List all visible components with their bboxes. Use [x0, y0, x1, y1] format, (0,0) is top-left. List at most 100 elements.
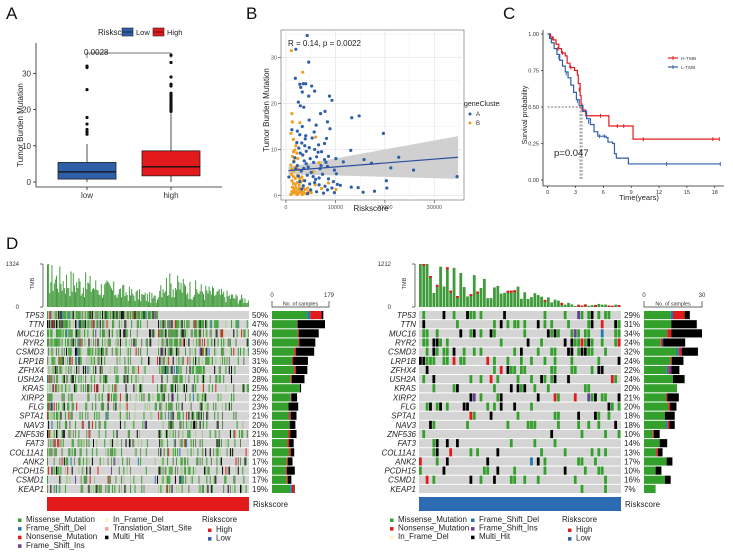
tmb-bar: [96, 289, 98, 307]
tmb-bar: [536, 295, 540, 307]
mutation-cell: [179, 375, 181, 384]
tmb-bar: [49, 293, 51, 307]
legend-swatch: [18, 527, 22, 531]
mutation-cell: [530, 420, 533, 429]
mutation-cell: [241, 329, 243, 338]
mutation-cell: [493, 365, 496, 375]
mutation-cell: [195, 384, 197, 393]
mutation-cell: [160, 365, 162, 375]
mutation-cell: [186, 439, 188, 448]
mutation-cell: [48, 411, 50, 420]
sample-count-bar-segment: [272, 402, 289, 411]
mutation-cell: [66, 384, 68, 393]
mutation-cell: [63, 393, 65, 402]
mutation-cell: [86, 448, 88, 457]
tmb-bar: [247, 300, 249, 307]
mutation-cell: [136, 311, 138, 320]
sample-count-bar-segment: [321, 311, 324, 320]
mutation-cell: [191, 329, 193, 338]
mutation-cell: [66, 420, 68, 429]
mutation-cell: [604, 484, 607, 493]
mutation-cell: [231, 375, 233, 384]
mutation-cell: [113, 311, 115, 320]
mutation-cell: [121, 320, 123, 329]
mutation-cell: [587, 320, 591, 329]
mutation-cell: [161, 393, 163, 402]
mutation-cell: [246, 429, 248, 439]
y-axis-label: Survival probability: [522, 85, 529, 144]
mutation-cell: [176, 356, 178, 365]
mutation-cell: [156, 393, 158, 402]
tmb-bar: [132, 293, 134, 307]
mutation-cell: [49, 402, 51, 411]
mutation-cell: [125, 402, 127, 411]
mutation-cell: [143, 484, 145, 493]
mutation-cell: [169, 338, 171, 347]
mutation-cell: [587, 384, 591, 393]
mutation-cell: [80, 448, 82, 457]
mutation-cell: [76, 347, 78, 356]
mutation-cell: [506, 365, 510, 375]
mutation-cell: [435, 402, 439, 411]
mutation-cell: [48, 329, 50, 338]
mutation-cell: [58, 439, 60, 448]
mutation-cell: [60, 365, 62, 375]
mutation-cell: [77, 439, 79, 448]
mutation-cell: [103, 320, 105, 329]
mutation-cell: [536, 393, 540, 402]
mutation-cell: [577, 347, 580, 356]
mutation-cell: [86, 457, 88, 466]
x-tick-label: high: [163, 191, 178, 200]
gene-row-background: [47, 384, 249, 393]
mutation-cell: [69, 384, 71, 393]
data-point: [293, 156, 297, 160]
mutation-cell: [73, 457, 75, 466]
mutation-cell: [149, 338, 151, 347]
mutation-cell: [169, 320, 171, 329]
data-point: [290, 128, 294, 132]
tmb-bar: [118, 289, 120, 307]
mutation-cell: [170, 347, 172, 356]
mutation-cell: [51, 329, 53, 338]
mutation-cell: [52, 384, 54, 393]
mutation-cell: [112, 320, 114, 329]
mutation-cell: [104, 420, 106, 429]
tmb-bar: [134, 300, 136, 307]
mutation-cell: [567, 375, 570, 384]
mutation-cell: [125, 484, 127, 493]
mutation-cell: [137, 439, 139, 448]
mutation-cell: [580, 484, 584, 493]
legend-item-frame-shift-del: Frame_Shift_Del: [18, 524, 86, 533]
mutation-cell: [169, 466, 171, 475]
tmb-bar: [100, 283, 102, 307]
tmb-bar: [241, 294, 243, 307]
mutation-cell: [187, 457, 189, 466]
mutation-cell: [217, 393, 219, 402]
mutation-cell: [590, 311, 594, 320]
mutation-cell: [200, 347, 202, 356]
tmb-bar: [200, 284, 202, 307]
mutation-cell: [160, 429, 162, 439]
mutation-cell: [126, 375, 128, 384]
mutation-cell: [201, 375, 203, 384]
mutation-cell: [225, 320, 227, 329]
mutation-cell: [183, 320, 185, 329]
mutation-cell: [499, 402, 503, 411]
data-point: [298, 151, 302, 155]
mutation-cell: [469, 475, 473, 484]
mutation-cell: [180, 475, 182, 484]
mutation-cell: [59, 338, 61, 347]
mutation-cell: [159, 356, 161, 365]
mutation-cell: [604, 347, 607, 356]
mutation-cell: [456, 439, 459, 448]
mutation-cell: [163, 338, 165, 347]
mutation-cell: [49, 393, 51, 402]
sample-count-bar-segment: [667, 329, 672, 338]
mutation-cell: [162, 338, 164, 347]
mutation-cell: [182, 411, 184, 420]
mutation-cell: [573, 329, 577, 338]
tmb-bar: [107, 281, 109, 307]
riskscore-legend-low: Low: [568, 534, 591, 543]
mutation-cell: [570, 365, 574, 375]
mutation-cell: [199, 420, 201, 429]
